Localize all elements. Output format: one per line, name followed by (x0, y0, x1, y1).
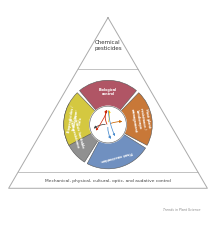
FancyArrowPatch shape (105, 110, 107, 124)
Text: Trends in Plant Science: Trends in Plant Science (163, 208, 201, 212)
FancyArrowPatch shape (111, 121, 121, 124)
Text: Chemical
pesticides: Chemical pesticides (94, 40, 122, 51)
Wedge shape (79, 80, 137, 110)
FancyArrowPatch shape (96, 111, 107, 130)
Text: Biopesticides /
Semiochem-
icals: Biopesticides / Semiochem- icals (67, 105, 84, 134)
Text: Host plant
resistance /
Landscape
management: Host plant resistance / Landscape manage… (130, 106, 151, 133)
FancyArrowPatch shape (108, 127, 111, 138)
FancyArrowPatch shape (94, 124, 105, 128)
Text: Biological
control: Biological control (99, 88, 117, 96)
FancyArrowPatch shape (108, 111, 110, 122)
Wedge shape (64, 104, 98, 162)
Text: Plant vaccination: Plant vaccination (100, 150, 133, 162)
Text: Mechanical, physical, cultural, optic, and audative control: Mechanical, physical, cultural, optic, a… (45, 179, 171, 183)
Circle shape (90, 106, 126, 143)
Wedge shape (121, 93, 152, 145)
Text: Intrinsic heritable
plant resistance: Intrinsic heritable plant resistance (68, 116, 85, 150)
FancyArrowPatch shape (108, 111, 115, 135)
Wedge shape (87, 134, 146, 169)
Wedge shape (64, 93, 95, 145)
